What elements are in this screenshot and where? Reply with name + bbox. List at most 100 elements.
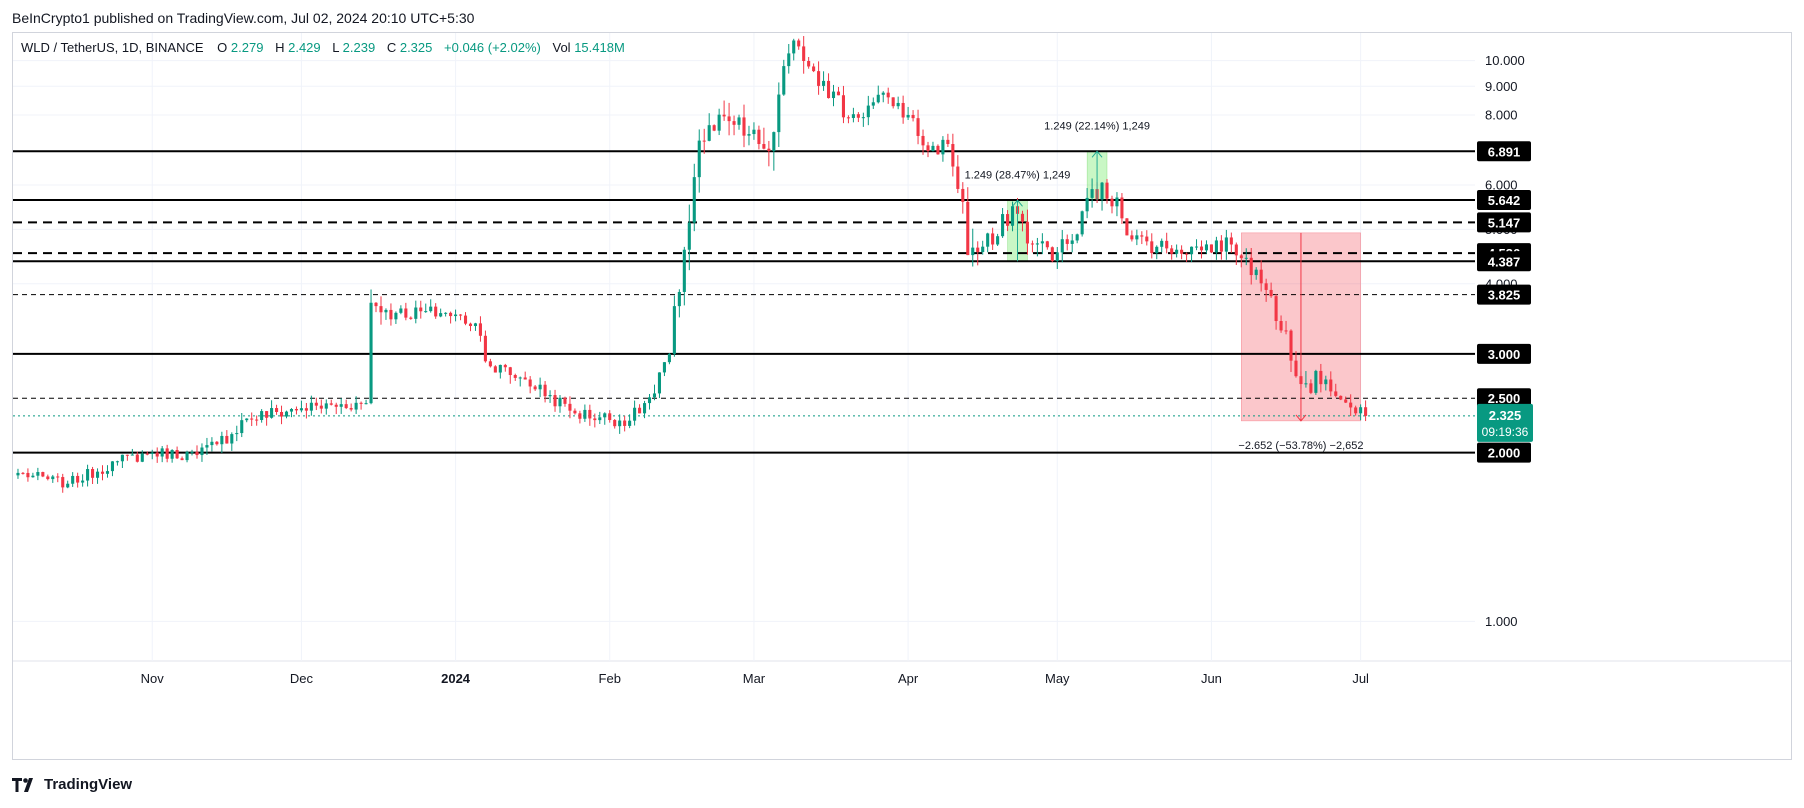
candle-body bbox=[951, 144, 955, 167]
level-badge-label: 5.147 bbox=[1488, 215, 1521, 230]
candle-body bbox=[339, 404, 343, 407]
candle-body bbox=[359, 402, 363, 404]
candle-body bbox=[1025, 221, 1029, 244]
price-tick-label: 8.000 bbox=[1485, 107, 1518, 122]
candle-body bbox=[528, 379, 532, 387]
price-chart[interactable]: 1.249 (28.47%) 1,249 1.249 (22.14%) 1,249… bbox=[13, 33, 1791, 759]
candle-body bbox=[1329, 379, 1333, 392]
candle-body bbox=[936, 145, 940, 155]
candle-body bbox=[608, 413, 612, 421]
measure-arrows: 1.249 (28.47%) 1,249 1.249 (22.14%) 1,249… bbox=[965, 120, 1364, 452]
candle-body bbox=[687, 222, 691, 250]
candle-body bbox=[856, 114, 860, 118]
candle-body bbox=[717, 114, 721, 131]
legend-vol-label: Vol bbox=[553, 40, 571, 55]
candle-body bbox=[1080, 211, 1084, 235]
candle-body bbox=[901, 102, 905, 118]
horizontal-levels bbox=[13, 150, 1475, 454]
symbol-legend: WLD / TetherUS, 1D, BINANCE O 2.279 H 2.… bbox=[21, 40, 625, 55]
legend-change: +0.046 (+2.02%) bbox=[444, 40, 541, 55]
legend-low: 2.239 bbox=[343, 40, 376, 55]
candle-body bbox=[265, 411, 269, 418]
candle-body bbox=[1155, 246, 1159, 254]
candle-body bbox=[896, 102, 900, 107]
candle-body bbox=[404, 308, 408, 318]
candle-body bbox=[1284, 330, 1288, 332]
candle-body bbox=[523, 377, 527, 380]
candle-body bbox=[1170, 248, 1174, 254]
candle-body bbox=[1204, 244, 1209, 251]
time-axis[interactable]: Nov Dec 2024 Feb Mar Apr May Jun Jul bbox=[141, 671, 1369, 686]
candle-body bbox=[677, 291, 681, 307]
candle-body bbox=[429, 306, 433, 312]
chart-panel[interactable]: 1.249 (28.47%) 1,249 1.249 (22.14%) 1,249… bbox=[12, 32, 1792, 760]
candle-body bbox=[61, 477, 65, 488]
candle-body bbox=[185, 451, 189, 461]
candle-body bbox=[906, 114, 910, 118]
candle-body bbox=[284, 411, 289, 417]
candle-body bbox=[1234, 244, 1238, 256]
candle-body bbox=[170, 450, 174, 459]
candle-body bbox=[1085, 197, 1089, 212]
candle-body bbox=[712, 125, 716, 131]
tradingview-footer[interactable]: TradingView bbox=[12, 776, 132, 793]
candle-body bbox=[1319, 370, 1323, 385]
candle-body bbox=[1130, 235, 1134, 240]
candle-body bbox=[1090, 189, 1094, 198]
candle-body bbox=[36, 472, 40, 476]
candle-body bbox=[155, 452, 159, 457]
candle-body bbox=[384, 309, 388, 313]
candle-body bbox=[165, 448, 169, 459]
candle-body bbox=[1279, 321, 1283, 331]
candle-body bbox=[1050, 247, 1054, 262]
candle-body bbox=[697, 140, 701, 178]
level-badge-label: 5.642 bbox=[1488, 193, 1521, 208]
candle-body bbox=[543, 384, 547, 397]
candle-body bbox=[652, 393, 657, 398]
candle-body bbox=[379, 306, 383, 313]
candle-body bbox=[757, 129, 761, 145]
candle-body bbox=[1289, 330, 1293, 361]
level-badge bbox=[1477, 442, 1531, 463]
candle-body bbox=[279, 412, 284, 417]
candle-body bbox=[349, 408, 353, 410]
candle-body bbox=[1354, 407, 1358, 414]
candle-body bbox=[439, 313, 443, 317]
candle-body bbox=[200, 447, 204, 456]
candle-body bbox=[100, 471, 105, 474]
candle-body bbox=[374, 302, 378, 307]
candle-body bbox=[558, 397, 562, 407]
candle-body bbox=[802, 46, 806, 61]
level-badge bbox=[1477, 212, 1531, 233]
candle-body bbox=[623, 420, 627, 426]
candle-body bbox=[145, 453, 149, 455]
candle-body bbox=[831, 91, 836, 99]
candle-body bbox=[389, 309, 393, 320]
countdown-label: 09:19:36 bbox=[1482, 425, 1529, 439]
candle-body bbox=[1334, 391, 1338, 396]
candle-body bbox=[120, 454, 124, 462]
candle-body bbox=[986, 233, 990, 247]
publisher-line: BeInCrypto1 published on TradingView.com… bbox=[12, 10, 475, 26]
legend-high-label: H bbox=[275, 40, 284, 55]
candle-body bbox=[503, 364, 507, 368]
candle-body bbox=[762, 144, 766, 149]
level-badge-label: 3.000 bbox=[1488, 347, 1521, 362]
time-tick-label: Jul bbox=[1352, 671, 1369, 686]
measure-arrow-head bbox=[1295, 414, 1307, 422]
candle-body bbox=[638, 407, 642, 414]
candle-body bbox=[752, 129, 756, 135]
candle-body bbox=[81, 480, 85, 483]
legend-high: 2.429 bbox=[288, 40, 321, 55]
candle-body bbox=[772, 132, 776, 151]
candle-body bbox=[921, 135, 925, 146]
candle-body bbox=[1006, 214, 1010, 226]
candle-body bbox=[1314, 370, 1318, 393]
candle-body bbox=[459, 314, 463, 316]
candle-body bbox=[314, 402, 318, 406]
candle-body bbox=[881, 92, 885, 95]
candle-body bbox=[1344, 399, 1348, 403]
candle-body bbox=[115, 461, 119, 463]
candle-body bbox=[1001, 214, 1005, 237]
